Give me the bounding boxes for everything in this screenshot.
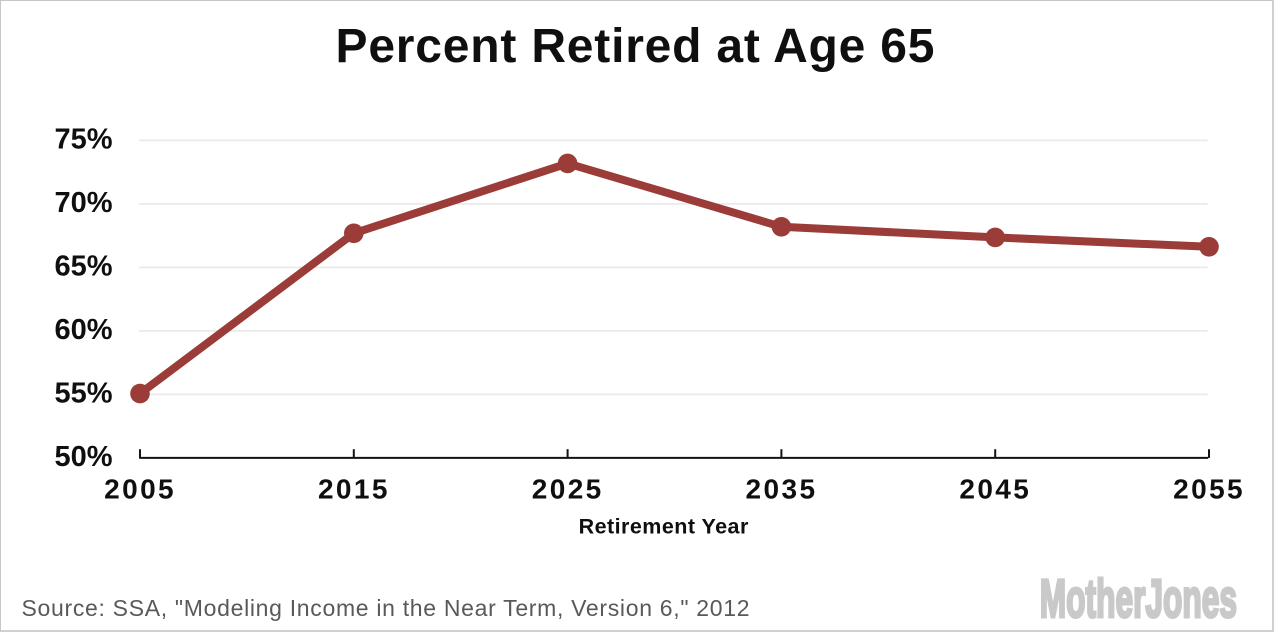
svg-text:2005: 2005 bbox=[104, 474, 176, 505]
svg-text:Retirement Year: Retirement Year bbox=[579, 515, 749, 539]
svg-text:2015: 2015 bbox=[318, 474, 390, 505]
svg-text:65%: 65% bbox=[54, 251, 112, 283]
svg-text:50%: 50% bbox=[54, 441, 112, 473]
svg-text:55%: 55% bbox=[54, 378, 112, 410]
svg-text:75%: 75% bbox=[54, 124, 112, 156]
svg-text:Source: SSA, "Modeling Income: Source: SSA, "Modeling Income in the Nea… bbox=[22, 595, 751, 621]
svg-text:60%: 60% bbox=[54, 314, 112, 346]
svg-text:2025: 2025 bbox=[532, 474, 604, 505]
svg-text:2035: 2035 bbox=[746, 474, 818, 505]
svg-text:70%: 70% bbox=[54, 187, 112, 219]
svg-text:MotherJones: MotherJones bbox=[1040, 569, 1237, 629]
svg-text:2055: 2055 bbox=[1173, 474, 1245, 505]
svg-text:Percent Retired at Age 65: Percent Retired at Age 65 bbox=[336, 20, 936, 73]
svg-text:2045: 2045 bbox=[959, 474, 1031, 505]
